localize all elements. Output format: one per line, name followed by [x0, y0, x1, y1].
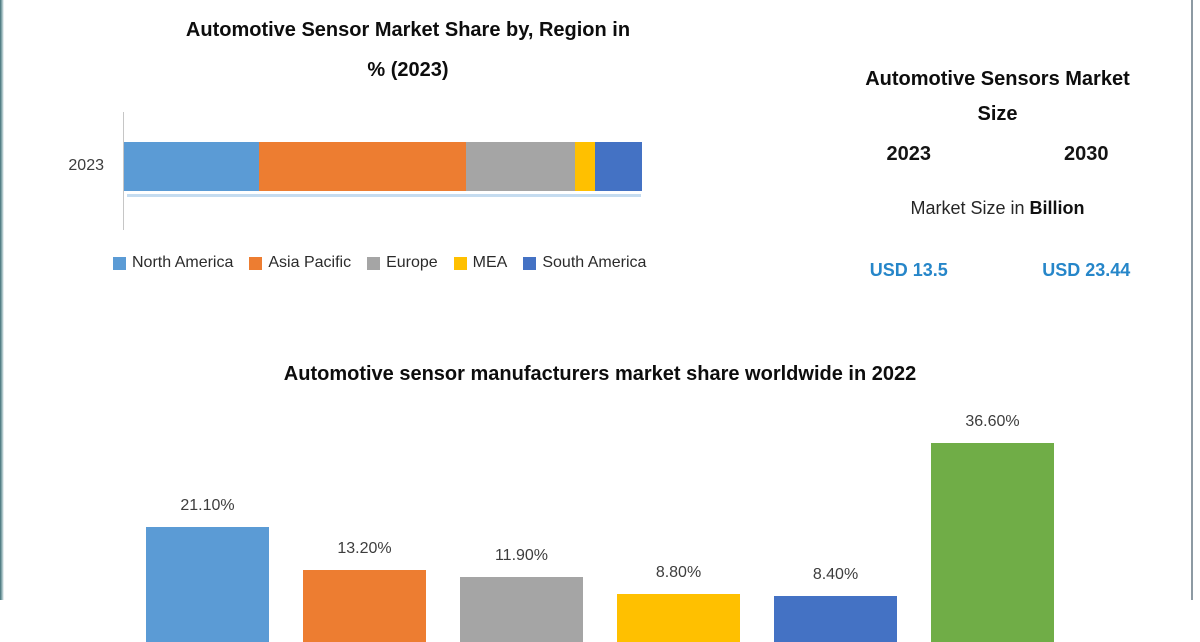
market-size-subtitle: Market Size in Billion [820, 195, 1175, 221]
manufacturer-bar-value-label: 21.10% [180, 497, 235, 514]
market-size-values-row: USD 13.5 USD 23.44 [820, 257, 1175, 283]
stacked-segment-south-america [595, 142, 643, 191]
legend-item-north-america: North America [113, 254, 233, 272]
stacked-segment-mea [574, 142, 596, 191]
manufacturers-chart-title: Automotive sensor manufacturers market s… [283, 363, 917, 385]
region-chart-title-line1: Automotive Sensor Market Share by, Regio… [185, 19, 631, 41]
legend-marker-icon [249, 256, 263, 270]
manufacturer-bar-value-label: 11.90% [494, 547, 549, 565]
legend-label: MEA [472, 254, 508, 271]
legend: North America Asia Pacific Europe MEA South … [113, 253, 646, 273]
legend-label: South America [542, 254, 647, 271]
legend-item-south-america: South America [523, 254, 646, 272]
manufacturer-bar-3 [460, 577, 583, 642]
year-2023-label: 2023 [886, 143, 932, 165]
legend-marker-icon [453, 256, 467, 270]
region-chart-title: Automotive Sensor Market Share by, Regio… [130, 10, 686, 90]
legend-marker-icon [113, 256, 126, 270]
manufacturer-bar-1 [146, 527, 269, 642]
legend-label: North America [132, 254, 234, 271]
market-size-years-row: 2023 2030 [820, 141, 1175, 167]
market-size-title: Automotive Sensors Market Size [820, 62, 1175, 132]
year-2030-label: 2030 [1064, 143, 1109, 165]
market-size-subtitle-prefix: Market Size in [910, 198, 1030, 218]
region-chart-title-line2: % (2023) [367, 59, 449, 81]
market-size-title-line1: Automotive Sensors Market [865, 68, 1130, 90]
legend-label: Europe [386, 254, 438, 271]
page-right-border [1191, 0, 1193, 600]
region-chart-y-axis-line [123, 112, 124, 230]
manufacturer-bar-value-label: 8.40% [812, 566, 859, 584]
market-size-title-line2: Size [977, 103, 1018, 125]
legend-marker-icon [523, 256, 537, 270]
stacked-bar [124, 142, 643, 191]
stacked-segment-north-america [124, 142, 259, 191]
region-chart-category-label: 2023 [68, 157, 104, 174]
stacked-segment-asia-pacific [258, 142, 466, 191]
legend-marker-icon [367, 256, 381, 270]
value-2023: USD 13.5 [869, 260, 948, 280]
market-size-subtitle-unit: Billion [1029, 198, 1085, 218]
value-2030: USD 23.44 [1042, 260, 1131, 280]
manufacturer-bar-value-label: 8.80% [655, 564, 702, 582]
manufacturer-bar-value-label: 13.20% [337, 540, 392, 558]
legend-item-mea: MEA [453, 254, 508, 272]
market-size-panel: Automotive Sensors Market Size 2023 2030… [820, 62, 1175, 283]
manufacturer-bar-value-label: 36.60% [965, 412, 1020, 430]
legend-item-asia-pacific: Asia Pacific [249, 254, 351, 272]
manufacturer-bar-2 [303, 570, 426, 642]
legend-label: Asia Pacific [268, 254, 352, 271]
stacked-segment-europe [465, 142, 575, 191]
manufacturer-bar-4 [617, 594, 740, 642]
legend-item-europe: Europe [367, 254, 438, 272]
manufacturer-bar-6 [931, 442, 1054, 642]
page-left-border [0, 0, 4, 600]
stacked-bar-shadow [127, 194, 641, 197]
manufacturer-bar-5 [774, 596, 897, 642]
manufacturers-plot: 21.10% 13.20% 11.90% 8.80% 8.40% 36.60% [146, 412, 1054, 642]
